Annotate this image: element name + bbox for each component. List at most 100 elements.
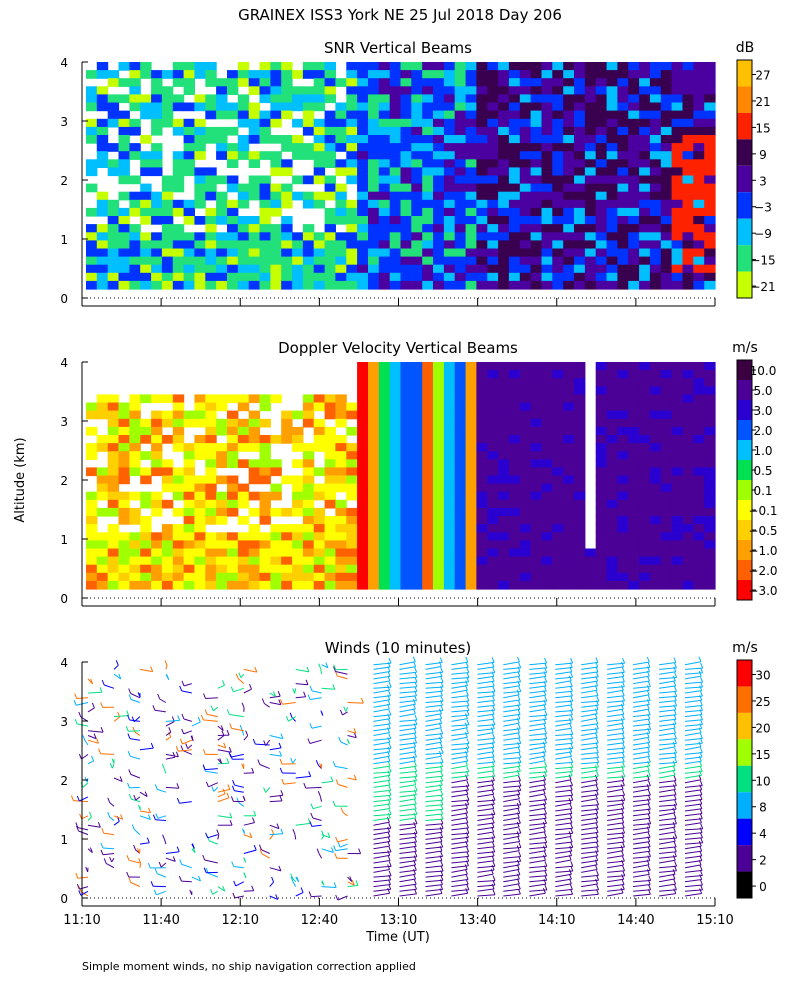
wind-barb — [607, 776, 625, 779]
wind-barb-flag — [596, 696, 600, 702]
wind-barb-flag — [620, 845, 624, 851]
heatmap-cell — [313, 62, 326, 71]
wind-barb — [581, 864, 598, 869]
wind-barb-flag — [161, 763, 165, 769]
heatmap-cell — [541, 524, 553, 533]
heatmap-cell — [172, 410, 185, 420]
heatmap-cell — [595, 207, 608, 217]
heatmap-cell — [660, 151, 673, 160]
heatmap-cell — [574, 370, 586, 379]
wind-barb — [103, 832, 115, 836]
heatmap-cell — [183, 499, 195, 509]
colorbar-frame — [736, 59, 753, 299]
wind-barb-flag — [490, 727, 494, 733]
wind-barb-flag — [464, 732, 468, 738]
wind-barb-flag — [440, 757, 444, 763]
heatmap-cell — [422, 394, 434, 404]
wind-barb — [659, 859, 676, 864]
heatmap-cell — [357, 224, 369, 233]
heatmap-cell — [563, 540, 575, 550]
wind-barb — [399, 724, 417, 727]
heatmap-cell — [519, 183, 532, 193]
wind-barb — [139, 842, 150, 845]
heatmap-cell — [671, 556, 683, 566]
wind-barb — [607, 713, 624, 718]
heatmap-cell — [433, 191, 445, 201]
heatmap-cell — [422, 159, 434, 168]
heatmap-cell — [227, 110, 239, 120]
wind-barb-flag — [569, 803, 573, 809]
heatmap-cell — [682, 175, 694, 185]
heatmap-cell — [443, 183, 456, 193]
heatmap-cell — [443, 402, 456, 412]
wind-barb — [212, 706, 219, 712]
wind-barb — [261, 849, 270, 854]
heatmap-cell — [368, 467, 380, 477]
heatmap-cell — [313, 102, 326, 112]
heatmap-cell — [140, 183, 152, 193]
wind-barb-flag — [120, 814, 124, 820]
wind-barb — [684, 869, 703, 873]
heatmap-cell — [368, 94, 380, 104]
wind-barb — [345, 706, 349, 712]
heatmap-cell — [96, 280, 109, 290]
wind-barb-flag — [176, 798, 180, 804]
heatmap-cell — [378, 443, 391, 452]
heatmap-cell — [270, 240, 282, 250]
wind-barb-flag — [303, 691, 307, 697]
heatmap-cell — [541, 370, 553, 379]
heatmap-cell — [454, 264, 467, 274]
heatmap-cell — [671, 207, 683, 217]
heatmap-cell — [487, 402, 499, 412]
wind-barb-flag — [387, 718, 391, 725]
heatmap-cell — [292, 256, 304, 266]
heatmap-cell — [508, 199, 521, 209]
wind-barb — [207, 834, 218, 839]
heatmap-cell — [498, 507, 510, 517]
colorbar-label: −21 — [750, 280, 775, 294]
heatmap-cell — [96, 491, 109, 501]
heatmap-cell — [422, 102, 434, 112]
heatmap-cell — [552, 159, 564, 168]
wind-barb-flag — [621, 798, 625, 804]
heatmap-cell — [389, 102, 402, 112]
heatmap-cell — [183, 264, 195, 274]
heatmap-cell — [606, 548, 618, 558]
heatmap-cell — [552, 175, 564, 185]
heatmap-cell — [237, 256, 250, 266]
heatmap-cell — [454, 378, 467, 387]
heatmap-cell — [454, 483, 467, 493]
heatmap-cell — [443, 580, 456, 590]
wind-barb — [607, 751, 625, 755]
wind-barb — [451, 743, 470, 746]
colorbar-swatch — [737, 271, 752, 298]
wind-barb — [187, 744, 193, 749]
wind-barb — [633, 803, 650, 807]
heatmap-cell — [595, 167, 608, 177]
wind-barb-flag — [491, 812, 495, 818]
heatmap-cell — [140, 159, 152, 168]
heatmap-cell — [639, 216, 651, 225]
heatmap-cell — [346, 126, 358, 136]
wind-barb — [164, 839, 167, 845]
heatmap-cell — [151, 78, 163, 87]
heatmap-cell — [324, 580, 336, 590]
heatmap-cell — [563, 167, 575, 177]
heatmap-cell — [96, 102, 109, 112]
heatmap-cell — [107, 572, 120, 582]
wind-barb-flag — [79, 813, 83, 819]
heatmap-cell — [389, 191, 402, 201]
wind-barb-flag — [243, 857, 247, 863]
x-tick-label: 15:10 — [696, 913, 733, 928]
wind-barb — [529, 672, 547, 675]
wind-barb — [659, 714, 677, 718]
heatmap-cell — [530, 386, 542, 395]
wind-barb-flag — [317, 791, 321, 797]
heatmap-cell — [552, 394, 564, 404]
heatmap-cell — [118, 272, 130, 282]
heatmap-cell — [107, 248, 120, 258]
heatmap-cell — [324, 532, 336, 541]
heatmap-cell — [465, 167, 477, 177]
heatmap-cell — [617, 264, 629, 274]
heatmap-cell — [281, 410, 293, 420]
